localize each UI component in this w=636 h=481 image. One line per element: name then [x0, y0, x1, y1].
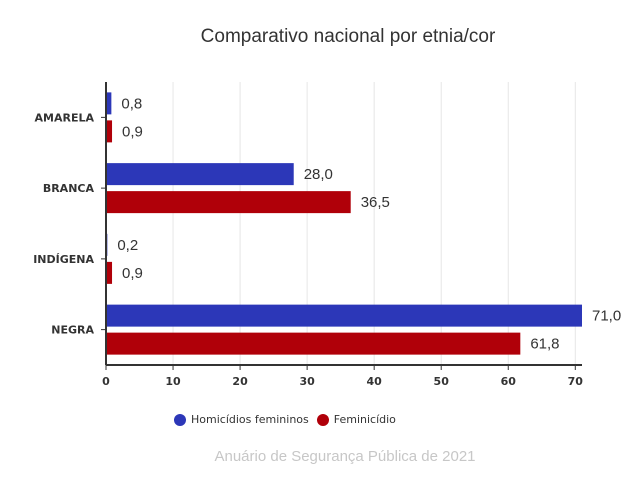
labels: 0 10 20 30 40 50 60 70 AMARELA 0,8 0,9 BRANCA 28,0 36…	[33, 95, 621, 388]
category-label: NEGRA	[51, 324, 94, 337]
bar[interactable]	[106, 332, 521, 355]
data-label: 28,0	[304, 166, 333, 183]
x-tick-label: 40	[367, 375, 383, 388]
x-tick-label: 20	[232, 375, 248, 388]
x-tick-label: 10	[165, 375, 181, 388]
chart-title: Comparativo nacional por etnia/cor	[200, 26, 496, 47]
data-label: 0,8	[121, 95, 142, 112]
bar[interactable]	[106, 304, 582, 327]
x-tick-label: 50	[434, 375, 450, 388]
data-label: 0,2	[117, 237, 138, 254]
data-label: 71,0	[592, 308, 621, 325]
category-label: INDÍGENA	[33, 253, 94, 266]
data-label: 36,5	[361, 194, 390, 211]
axes	[101, 82, 582, 370]
bar[interactable]	[106, 120, 113, 143]
bar[interactable]	[106, 261, 113, 284]
legend-label-feminicidio: Feminicídio	[333, 413, 396, 426]
bar[interactable]	[106, 163, 294, 186]
x-tick-label: 70	[568, 375, 584, 388]
category-label: BRANCA	[43, 182, 95, 195]
data-label: 0,9	[122, 265, 143, 282]
legend-item-homicidios[interactable]: Homicídios femininos	[174, 413, 309, 426]
category-label: AMARELA	[35, 111, 95, 124]
legend-label-homicidios: Homicídios femininos	[191, 413, 309, 426]
legend-swatch-feminicidio	[316, 413, 329, 426]
bar[interactable]	[106, 191, 351, 214]
x-tick-label: 0	[102, 375, 110, 388]
legend: Homicídios femininos Feminicídio	[174, 413, 404, 426]
data-label: 61,8	[530, 336, 559, 353]
x-tick-label: 30	[299, 375, 315, 388]
bar[interactable]	[106, 92, 112, 115]
bars	[106, 92, 582, 355]
legend-swatch-homicidios	[174, 413, 186, 426]
source-note: Anuário de Segurança Pública de 2021	[214, 448, 476, 465]
data-label: 0,9	[122, 123, 143, 140]
bar-chart: 0 10 20 30 40 50 60 70 AMARELA 0,8 0,9 BRANCA 28,0 36…	[33, 82, 621, 388]
x-tick-label: 60	[501, 375, 517, 388]
legend-item-feminicidio[interactable]: Feminicídio	[316, 413, 396, 426]
